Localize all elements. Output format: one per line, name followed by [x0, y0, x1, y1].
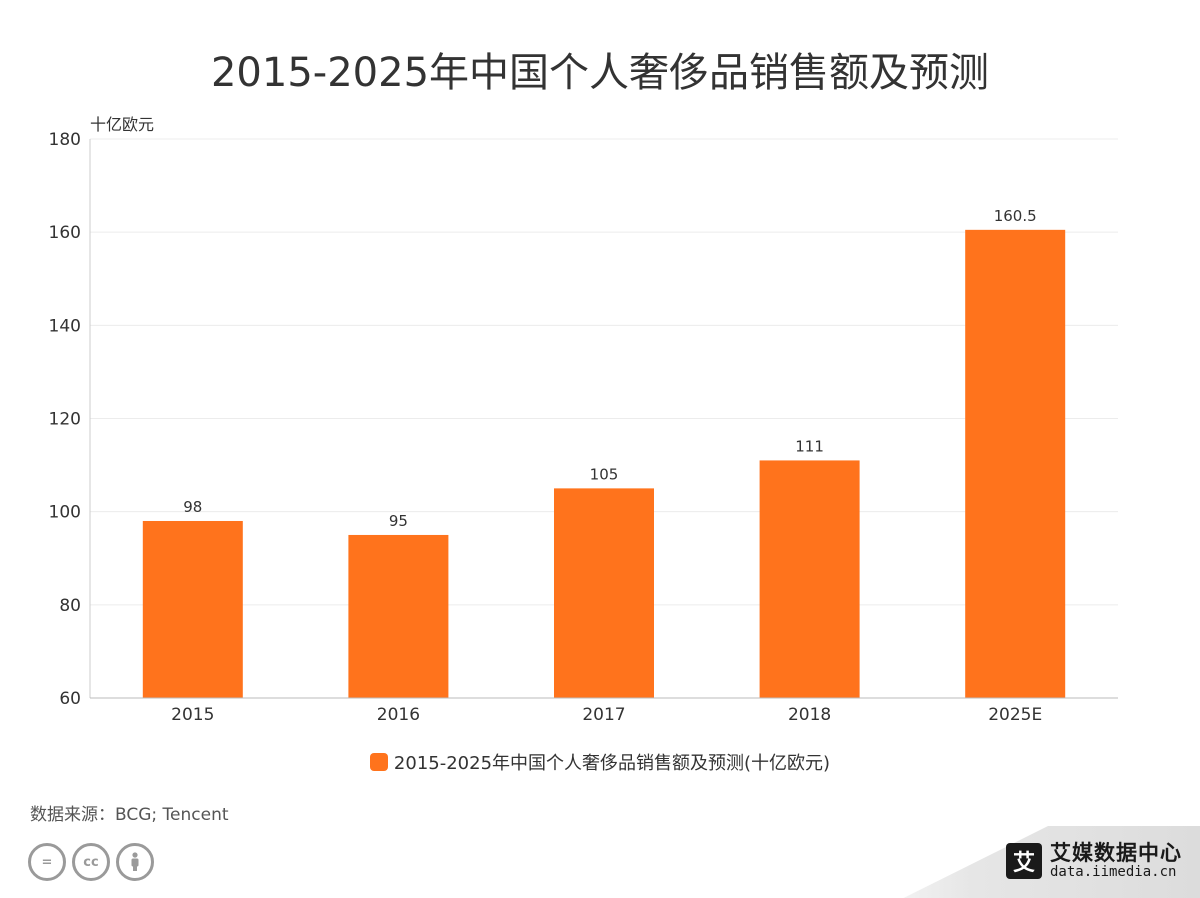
source-note: 数据来源：BCG; Tencent	[30, 805, 229, 825]
x-axis: 2015 2016 2017 2018 2025E	[90, 697, 1118, 725]
bar-chart: 60 80 100 120 140 160 180 98 95 105 111 160.5 2015…	[49, 115, 1118, 725]
cc-attribution-icon	[116, 843, 154, 881]
x-tick-label: 2016	[377, 705, 420, 725]
bar-2015[interactable]	[142, 520, 243, 698]
cc-icon: cc	[72, 843, 110, 881]
brand: 艾 艾媒数据中心 data.iimedia.cn	[1006, 841, 1182, 881]
legend-swatch	[369, 753, 388, 771]
cc-equals-icon: =	[28, 843, 66, 881]
x-tick-label: 2018	[788, 705, 831, 725]
data-label-2018: 111	[795, 437, 824, 455]
brand-logo: 艾	[1006, 843, 1042, 880]
bar-2016[interactable]	[348, 534, 449, 698]
y-axis: 60 80 100 120 140 160 180	[49, 130, 91, 709]
y-tick-label: 120	[49, 410, 81, 430]
y-tick-label: 100	[49, 503, 81, 523]
y-tick-label: 60	[59, 689, 81, 709]
y-tick-label: 80	[59, 596, 81, 616]
x-tick-label: 2015	[171, 705, 214, 725]
data-label-2025E: 160.5	[994, 207, 1037, 225]
data-label-2015: 98	[183, 498, 202, 516]
chart-title: 2015-2025年中国个人奢侈品销售额及预测	[210, 50, 990, 96]
data-label-2016: 95	[389, 512, 408, 530]
bar-2025E[interactable]	[965, 229, 1066, 698]
data-label-2017: 105	[590, 465, 619, 483]
y-tick-label: 160	[49, 223, 81, 243]
legend-label: 2015-2025年中国个人奢侈品销售额及预测(十亿欧元)	[393, 753, 831, 774]
brand-name: 艾媒数据中心	[1050, 841, 1182, 865]
license-icons: = cc	[28, 843, 154, 881]
y-tick-label: 180	[49, 130, 81, 150]
x-tick-label: 2017	[582, 705, 625, 725]
bars: 98 95 105 111 160.5	[142, 207, 1066, 698]
y-axis-unit-label: 十亿欧元	[90, 115, 154, 134]
legend[interactable]: 2015-2025年中国个人奢侈品销售额及预测(十亿欧元)	[0, 749, 1200, 775]
bar-2017[interactable]	[554, 488, 654, 698]
y-tick-label: 140	[49, 316, 81, 336]
x-tick-label: 2025E	[988, 705, 1042, 725]
brand-url: data.iimedia.cn	[1050, 864, 1177, 881]
bar-2018[interactable]	[759, 460, 860, 698]
